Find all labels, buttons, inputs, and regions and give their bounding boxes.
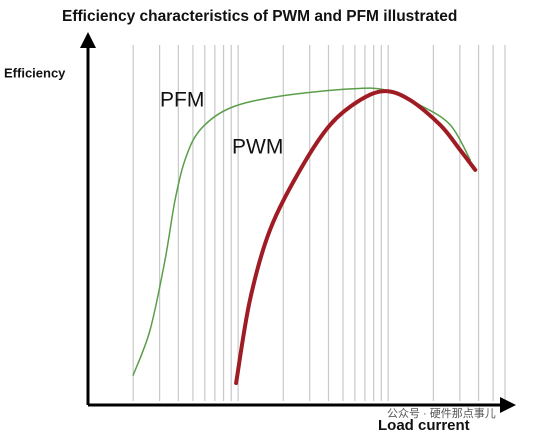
watermark: 公众号 · 硬件那点事儿: [387, 407, 496, 420]
x-axis-label: Load current: [378, 417, 470, 434]
series-label: PFM: [160, 89, 204, 112]
x-axis-arrow: [500, 397, 516, 413]
series-label: PWM: [232, 136, 283, 159]
y-axis-arrow: [80, 32, 96, 48]
grid: [132, 45, 506, 401]
series-line: [234, 89, 478, 386]
chart-title: Efficiency characteristics of PWM and PF…: [62, 8, 457, 25]
plot-lines: [132, 87, 478, 386]
y-axis-label: Efficiency: [4, 65, 66, 80]
